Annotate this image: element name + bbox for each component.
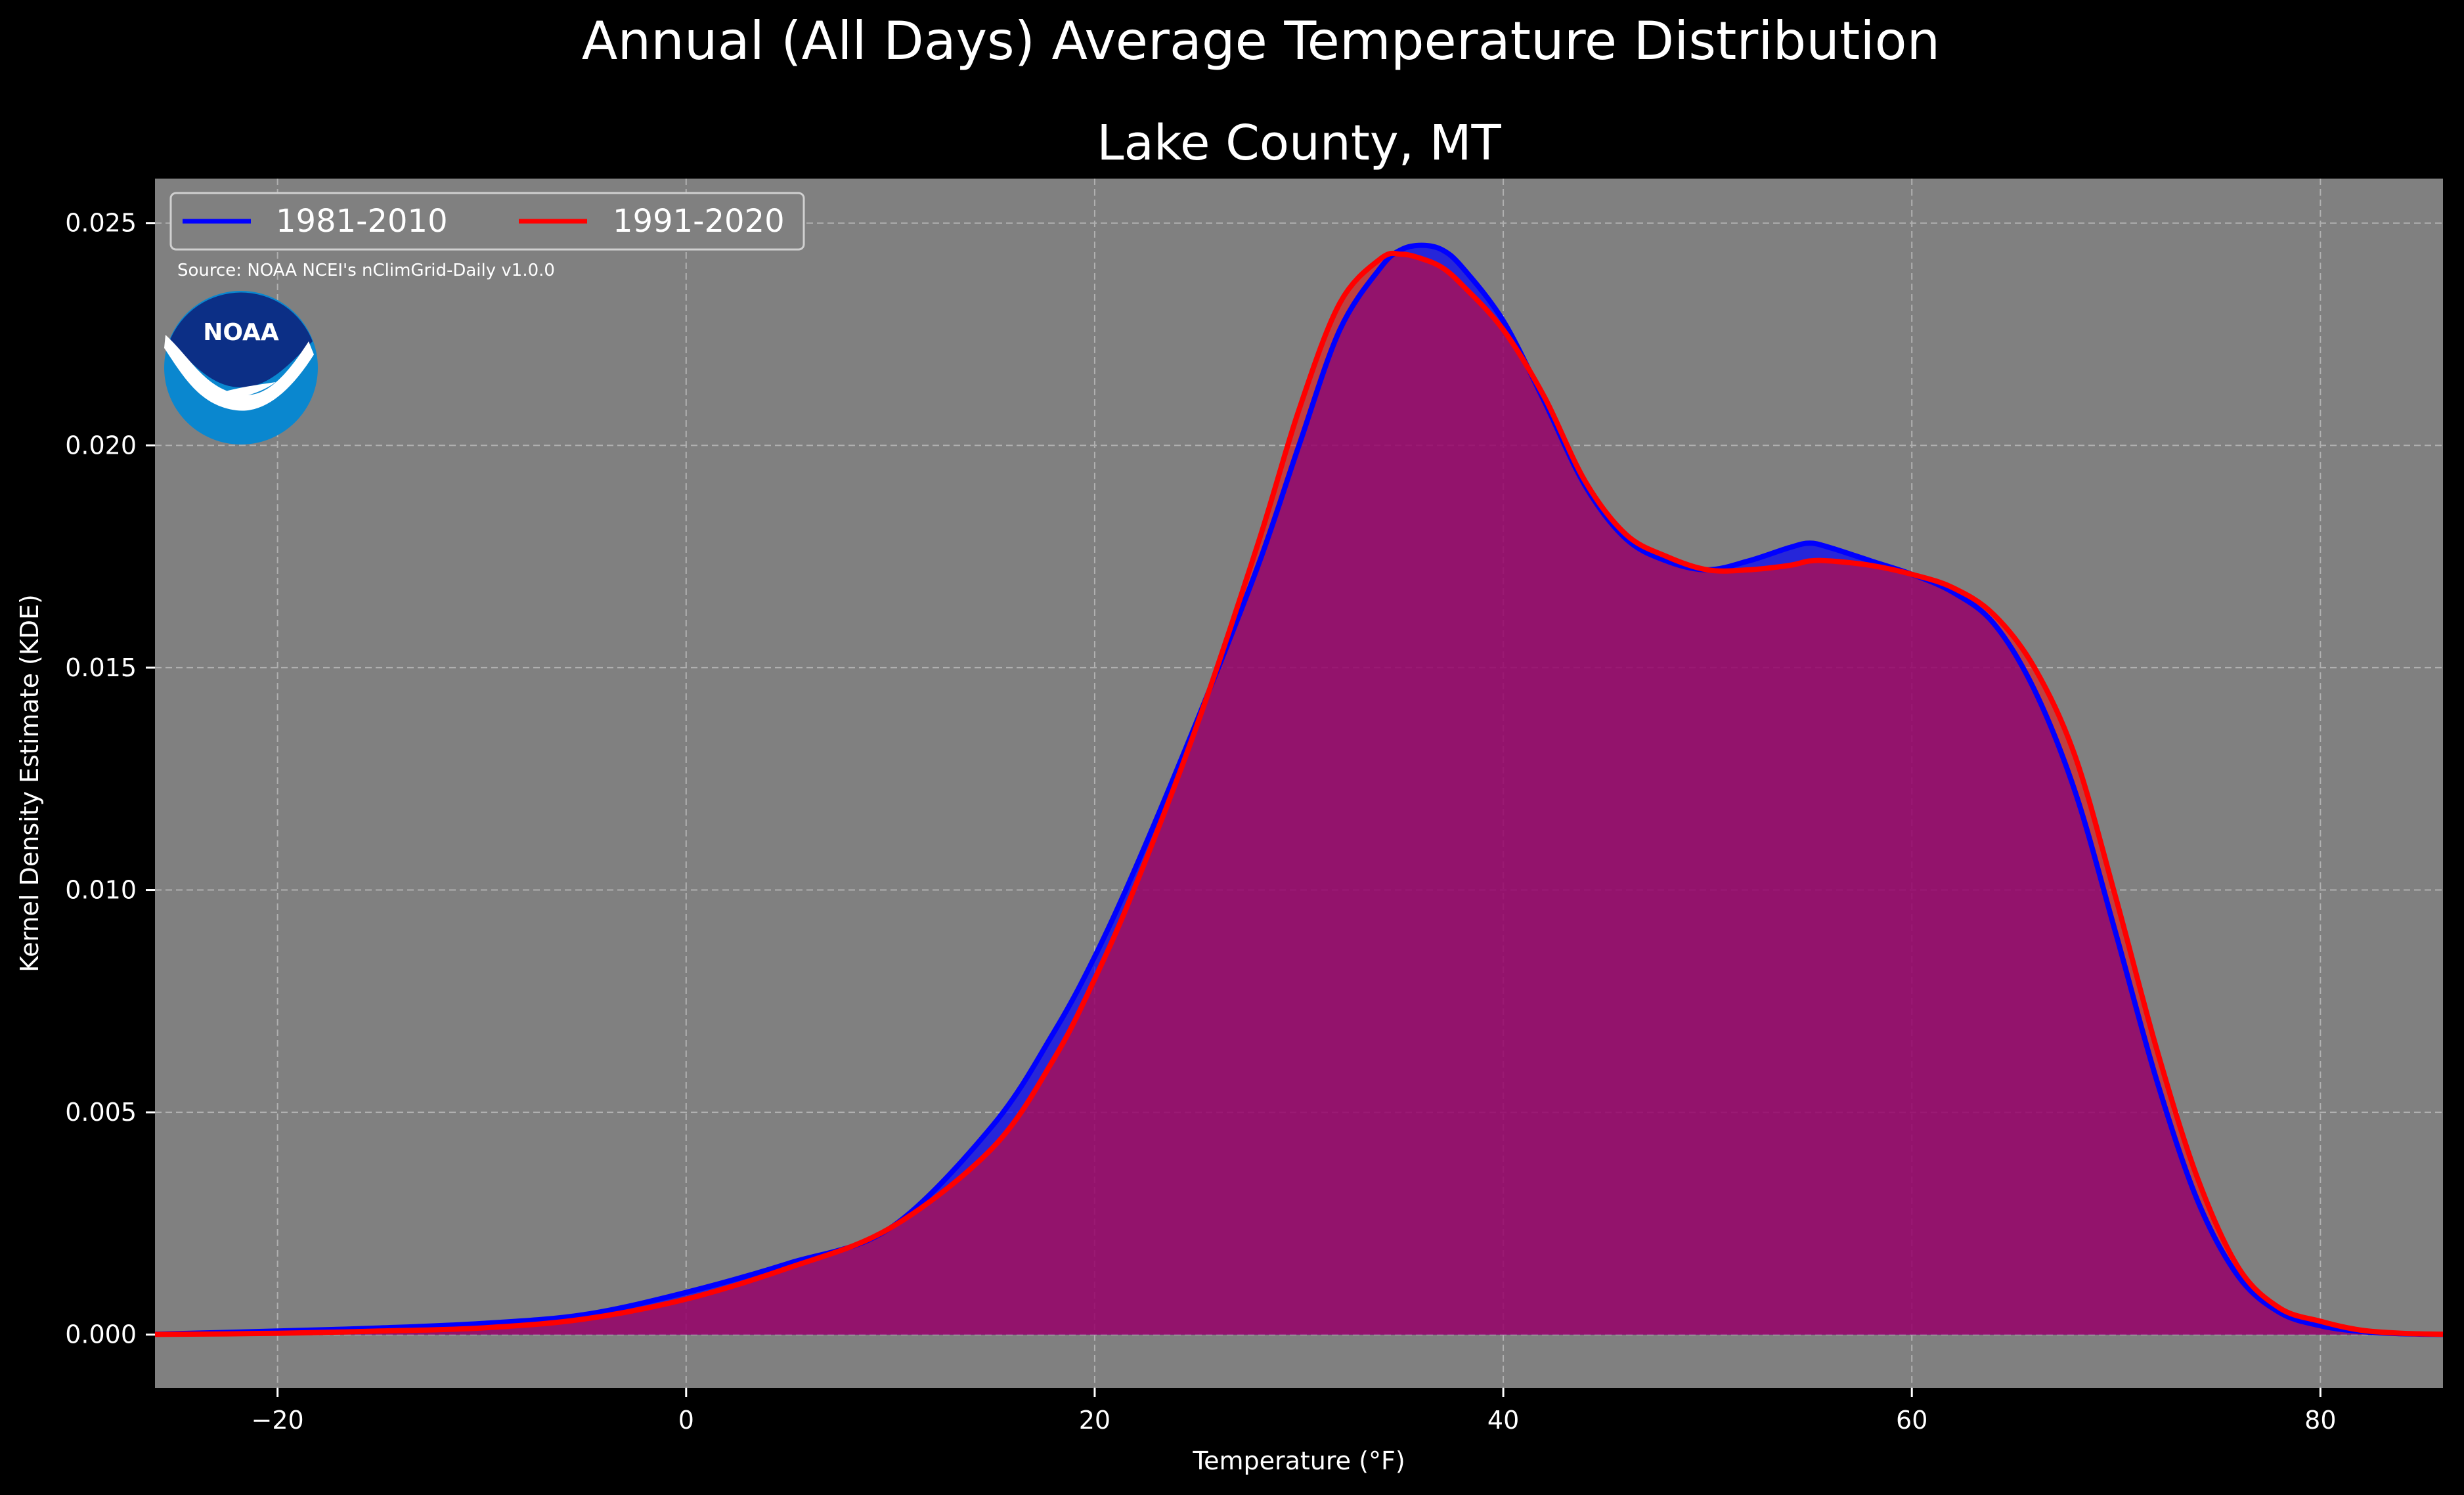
- series-line-1991-2020: [154, 250, 2444, 1337]
- y-tick-label: 0.020: [65, 431, 137, 460]
- x-axis-ticks: −20 0 20 40 60 80: [252, 1388, 2337, 1435]
- source-note: Source: NOAA NCEI's nClimGrid-Daily v1.0…: [177, 261, 555, 280]
- x-tick-label: −20: [252, 1406, 304, 1435]
- legend-label-1991-2020: 1991-2020: [613, 203, 785, 240]
- y-tick-label: 0.015: [65, 653, 137, 682]
- series-fill-1991-2020: [155, 253, 2443, 1335]
- noaa-logo-text: NOAA: [203, 319, 279, 346]
- series-fills: [155, 245, 2443, 1335]
- x-tick-label: 0: [678, 1406, 694, 1435]
- x-tick-label: 40: [1487, 1406, 1519, 1435]
- x-tick-label: 60: [1896, 1406, 1927, 1435]
- x-axis-label: Temperature (°F): [1192, 1446, 1405, 1475]
- legend-label-1981-2010: 1981-2010: [276, 203, 448, 240]
- series-lines: [154, 242, 2444, 1337]
- y-tick-label: 0.025: [65, 209, 137, 238]
- legend: 1981-2010 1991-2020: [169, 192, 805, 251]
- legend-box: [169, 192, 805, 251]
- y-tick-label: 0.010: [65, 876, 137, 905]
- y-tick-label: 0.000: [65, 1320, 137, 1349]
- chart-suptitle: Annual (All Days) Average Temperature Di…: [582, 11, 1940, 72]
- x-tick-label: 20: [1079, 1406, 1111, 1435]
- y-axis-label: Kernel Density Estimate (KDE): [15, 594, 44, 972]
- noaa-logo: NOAA: [164, 291, 318, 444]
- y-axis-ticks: 0.000 0.005 0.010 0.015 0.020 0.025: [65, 209, 155, 1349]
- x-tick-label: 80: [2304, 1406, 2336, 1435]
- y-tick-label: 0.005: [65, 1098, 137, 1127]
- chart-title: Lake County, MT: [1097, 115, 1501, 171]
